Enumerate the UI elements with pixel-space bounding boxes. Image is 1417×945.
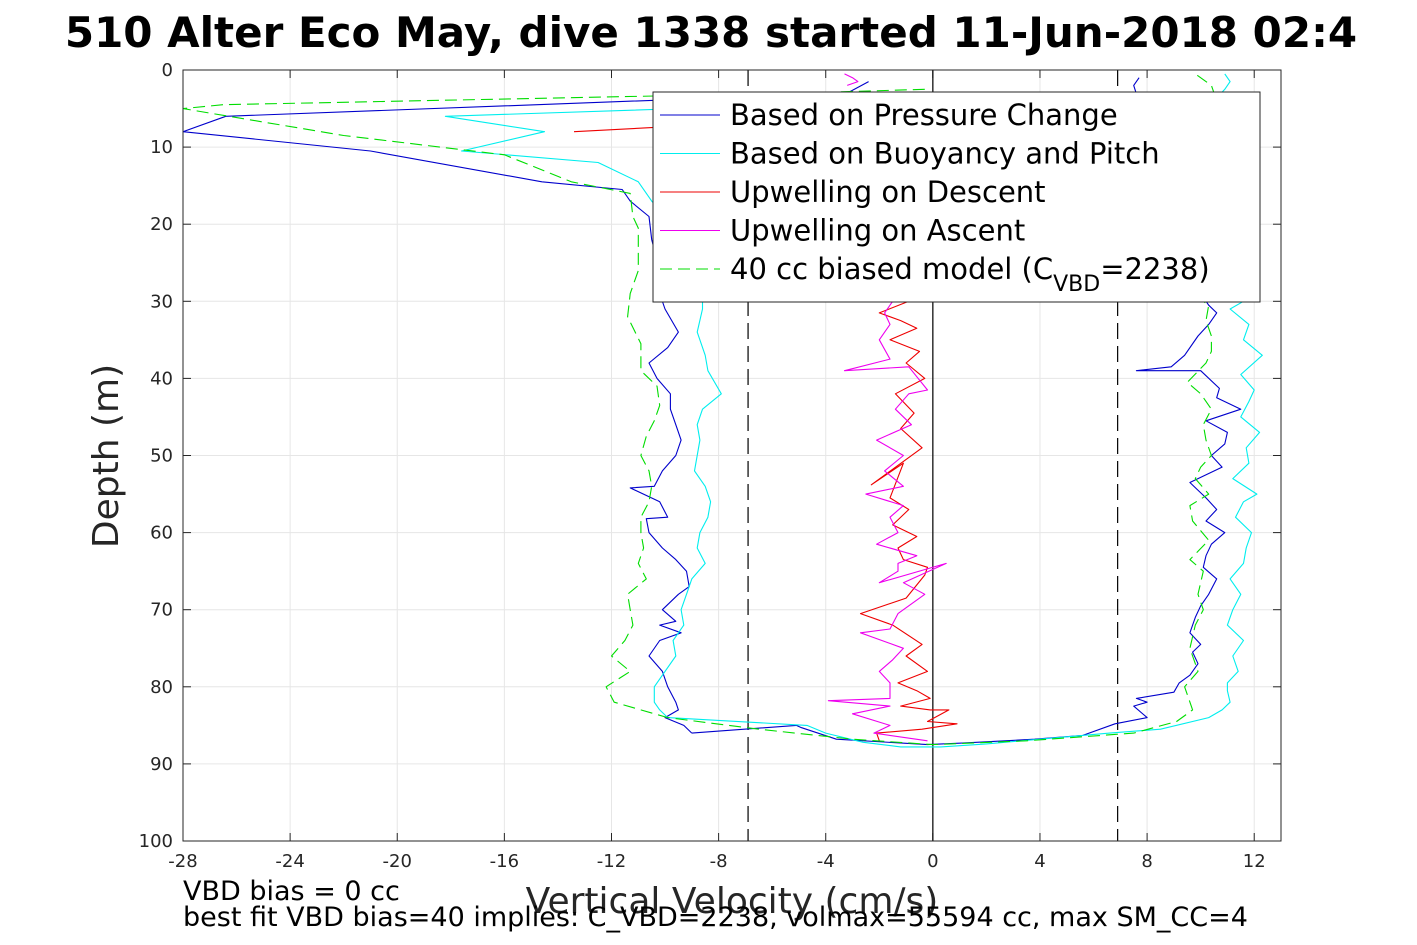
x-tick-label: -16 [490,851,519,872]
best-fit-note: best fit VBD bias=40 implies: C_VBD=2238… [183,902,1248,933]
legend-label-text: Based on Pressure Change [730,98,1118,132]
chart-title: 510 Alter Eco May, dive 1338 started 11-… [65,8,1357,57]
series-4-line-0 [183,73,1220,746]
series-3-line-1 [827,300,947,742]
x-tick-label: -20 [383,851,412,872]
y-tick-label: 10 [150,137,173,158]
legend-label-2: Upwelling on Descent [730,175,1046,209]
series-3-line-0 [844,73,859,86]
x-tick-label: -24 [275,851,304,872]
legend-label-text: Upwelling on Descent [730,175,1046,209]
y-tick-label: 100 [139,831,173,852]
legend-label-text: Upwelling on Ascent [730,214,1025,248]
x-tick-label: 8 [1141,851,1152,872]
legend-label-text: 40 cc biased model (C [730,252,1053,286]
y-tick-label: 60 [150,523,173,544]
x-tick-label: 4 [1034,851,1045,872]
legend-label-3: Upwelling on Ascent [730,214,1025,248]
x-tick-label: -8 [710,851,728,872]
y-tick-label: 30 [150,291,173,312]
series-1-line-0 [444,104,800,718]
legend-label-subscript: VBD [1053,272,1100,297]
legend-label-4: 40 cc biased model (CVBD=2238) [730,252,1210,297]
legend-label-text: Based on Buoyancy and Pitch [730,137,1160,171]
series-2-line-1 [859,300,958,741]
y-tick-label: 80 [150,677,173,698]
y-tick-label: 40 [150,368,173,389]
y-tick-label: 20 [150,214,173,235]
legend-box [652,91,1261,303]
series-0-line-0 [183,81,869,734]
legend-label-tail: =2238) [1100,252,1209,286]
y-tick-label: 0 [162,60,173,81]
x-tick-label: 12 [1243,851,1266,872]
y-axis-label: Depth (m) [86,364,127,548]
y-tick-label: 90 [150,754,173,775]
vbd-bias-note: VBD bias = 0 cc [183,876,400,907]
series-0-line-1 [691,77,1242,746]
legend-label-1: Based on Buoyancy and Pitch [730,137,1160,171]
x-tick-label: 0 [927,851,938,872]
x-tick-label: -4 [817,851,835,872]
plot-frame [182,69,1282,842]
legend-label-0: Based on Pressure Change [730,98,1118,132]
x-tick-label: -28 [168,851,197,872]
x-tick-label: -12 [597,851,626,872]
x-axis-label: Vertical Velocity (cm/s) [526,881,939,922]
y-tick-labels: 0 10 20 30 40 50 60 70 80 90 100 [139,60,173,852]
legend: Based on Pressure Change Based on Buoyanc… [652,91,1261,303]
x-tick-labels: -28 -24 -20 -16 -12 -8 -4 0 4 8 12 [168,851,1265,872]
y-tick-label: 70 [150,600,173,621]
y-tick-label: 50 [150,446,173,467]
